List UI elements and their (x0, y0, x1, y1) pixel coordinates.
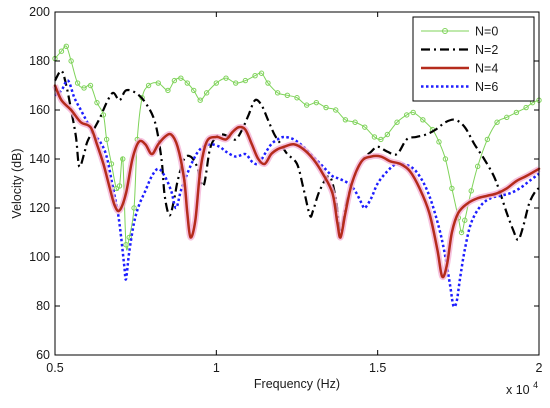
series-line (53, 84, 541, 279)
data-point (504, 114, 510, 121)
x-axis-multiplier-base: x 10 (506, 383, 530, 397)
data-point (294, 95, 300, 101)
data-point (404, 112, 410, 118)
data-point (145, 82, 152, 89)
series-n6 (54, 79, 540, 309)
data-point (362, 124, 368, 130)
data-point (458, 229, 465, 236)
data-point (165, 87, 171, 94)
y-tick-label: 60 (36, 348, 50, 362)
series-n4 (52, 84, 541, 281)
data-point (103, 136, 110, 143)
data-point (81, 85, 87, 91)
data-point (123, 242, 129, 248)
x-tick-label: 1 (213, 361, 220, 375)
data-point (126, 234, 132, 241)
data-point (323, 104, 329, 111)
data-point (513, 109, 520, 116)
data-point (87, 82, 94, 89)
data-point (371, 134, 378, 140)
data-point (58, 48, 65, 54)
y-tick-label: 140 (29, 152, 50, 166)
data-point (462, 217, 468, 223)
data-point (474, 163, 481, 170)
data-point (203, 90, 210, 96)
data-point (100, 112, 107, 118)
x-axis-multiplier: x 10 4 (506, 380, 538, 397)
data-point (184, 80, 190, 86)
y-tick-label: 120 (29, 201, 50, 215)
data-point (352, 119, 358, 125)
data-point (258, 70, 265, 76)
data-point (303, 102, 310, 108)
y-tick-label: 180 (29, 54, 50, 68)
data-point (420, 117, 426, 123)
data-point (333, 107, 339, 113)
y-tick-label: 200 (29, 5, 50, 19)
data-point (265, 80, 271, 86)
data-point (410, 109, 416, 116)
legend-marker (442, 28, 448, 34)
legend-entry: N=0 (421, 25, 498, 39)
data-point (274, 90, 281, 96)
legend-label: N=2 (475, 43, 498, 57)
legend: N=0 N=2 N=4 N=6 (412, 16, 535, 102)
data-point (449, 185, 455, 192)
data-point (523, 104, 529, 111)
x-axis-label: Frequency (Hz) (254, 377, 340, 391)
data-point (468, 188, 474, 194)
x-tick-label: 2 (536, 361, 543, 375)
data-point (436, 139, 442, 145)
axis-ticks: 0.5 1 1.5 2 60 80 100 120 140 160 180 200 (29, 5, 542, 375)
data-point (213, 80, 220, 86)
legend-entry: N=6 (421, 80, 498, 94)
y-tick-label: 80 (36, 299, 50, 313)
series-group (52, 43, 542, 309)
data-point (252, 73, 258, 79)
x-axis-multiplier-exponent: 4 (533, 380, 538, 390)
y-tick-label: 100 (29, 250, 50, 264)
data-point (484, 136, 491, 143)
data-point (116, 183, 123, 189)
data-point (191, 87, 197, 94)
data-point (68, 58, 74, 64)
legend-entry: N=2 (421, 43, 498, 57)
legend-box (412, 16, 535, 102)
data-point (313, 99, 320, 106)
data-point (232, 80, 239, 86)
data-point (131, 205, 137, 211)
data-point (384, 131, 391, 138)
data-point (494, 119, 500, 125)
data-point (63, 43, 69, 49)
data-point (171, 77, 178, 84)
legend-label: N=6 (475, 80, 498, 94)
data-point (178, 75, 184, 81)
series-line (54, 79, 540, 309)
legend-label: N=0 (475, 25, 498, 39)
data-point (155, 80, 161, 86)
y-axis-label: Velocity (dB) (10, 148, 24, 218)
y-tick-label: 160 (29, 103, 50, 117)
data-point (242, 77, 249, 84)
data-point (378, 136, 384, 143)
x-tick-label: 0.5 (46, 361, 63, 375)
plot-frame (54, 11, 540, 356)
data-point (223, 75, 229, 81)
data-point (442, 156, 449, 162)
data-point (120, 156, 126, 162)
data-point (284, 92, 291, 99)
data-point (108, 161, 115, 167)
x-tick-label: 1.5 (369, 361, 386, 375)
data-point (94, 99, 100, 106)
data-point (394, 119, 400, 125)
data-point (74, 80, 81, 86)
legend-entry: N=4 (421, 62, 498, 76)
legend-label: N=4 (475, 62, 498, 76)
data-point (342, 117, 349, 123)
data-point (197, 97, 203, 103)
